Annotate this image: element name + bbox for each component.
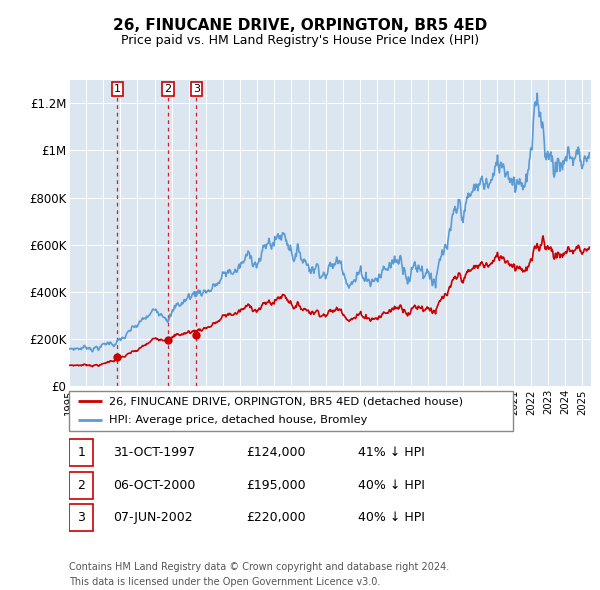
Text: 07-JUN-2002: 07-JUN-2002 [113, 511, 193, 525]
Text: 2: 2 [77, 478, 85, 492]
Text: 3: 3 [193, 84, 200, 94]
Text: 1: 1 [114, 84, 121, 94]
Text: HPI: Average price, detached house, Bromley: HPI: Average price, detached house, Brom… [109, 415, 367, 425]
Bar [69, 439, 94, 467]
Text: 26, FINUCANE DRIVE, ORPINGTON, BR5 4ED: 26, FINUCANE DRIVE, ORPINGTON, BR5 4ED [113, 18, 487, 32]
Text: This data is licensed under the Open Government Licence v3.0.: This data is licensed under the Open Gov… [69, 577, 380, 587]
Text: Contains HM Land Registry data © Crown copyright and database right 2024.: Contains HM Land Registry data © Crown c… [69, 562, 449, 572]
Text: 40% ↓ HPI: 40% ↓ HPI [358, 511, 424, 525]
Bar [69, 471, 94, 499]
Text: £124,000: £124,000 [247, 446, 306, 460]
Text: 40% ↓ HPI: 40% ↓ HPI [358, 478, 424, 492]
Text: 3: 3 [77, 511, 85, 525]
Text: 1: 1 [77, 446, 85, 460]
Text: 26, FINUCANE DRIVE, ORPINGTON, BR5 4ED (detached house): 26, FINUCANE DRIVE, ORPINGTON, BR5 4ED (… [109, 396, 463, 406]
Text: 31-OCT-1997: 31-OCT-1997 [113, 446, 196, 460]
Text: £220,000: £220,000 [247, 511, 306, 525]
Text: 41% ↓ HPI: 41% ↓ HPI [358, 446, 424, 460]
Text: Price paid vs. HM Land Registry's House Price Index (HPI): Price paid vs. HM Land Registry's House … [121, 34, 479, 47]
Bar [69, 504, 94, 532]
Text: 06-OCT-2000: 06-OCT-2000 [113, 478, 196, 492]
Text: £195,000: £195,000 [247, 478, 306, 492]
Text: 2: 2 [164, 84, 172, 94]
